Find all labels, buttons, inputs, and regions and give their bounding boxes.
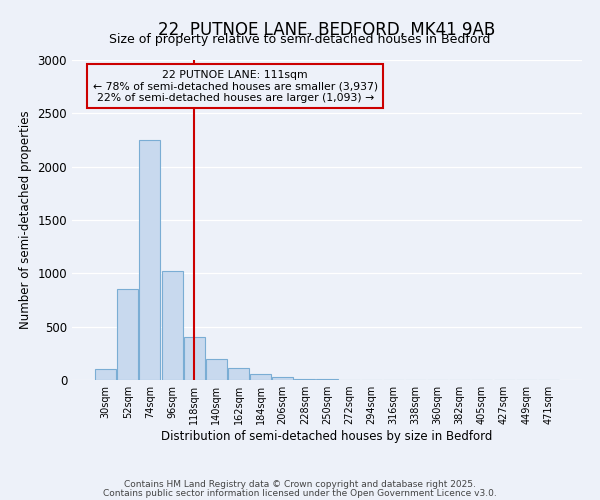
Bar <box>161 271 182 380</box>
Text: Size of property relative to semi-detached houses in Bedford: Size of property relative to semi-detach… <box>109 32 491 46</box>
Bar <box>95 370 116 380</box>
Bar <box>295 379 316 380</box>
X-axis label: Distribution of semi-detached houses by size in Bedford: Distribution of semi-detached houses by … <box>161 430 493 443</box>
Title: 22, PUTNOE LANE, BEDFORD, MK41 9AB: 22, PUTNOE LANE, BEDFORD, MK41 9AB <box>158 21 496 39</box>
Text: 22 PUTNOE LANE: 111sqm
← 78% of semi-detached houses are smaller (3,937)
22% of : 22 PUTNOE LANE: 111sqm ← 78% of semi-det… <box>92 70 378 103</box>
Bar <box>272 377 293 380</box>
Bar <box>184 338 205 380</box>
Bar <box>206 358 227 380</box>
Text: Contains public sector information licensed under the Open Government Licence v3: Contains public sector information licen… <box>103 488 497 498</box>
Bar <box>250 374 271 380</box>
Text: Contains HM Land Registry data © Crown copyright and database right 2025.: Contains HM Land Registry data © Crown c… <box>124 480 476 489</box>
Bar <box>228 368 249 380</box>
Y-axis label: Number of semi-detached properties: Number of semi-detached properties <box>19 110 32 330</box>
Bar <box>118 290 139 380</box>
Bar <box>139 140 160 380</box>
